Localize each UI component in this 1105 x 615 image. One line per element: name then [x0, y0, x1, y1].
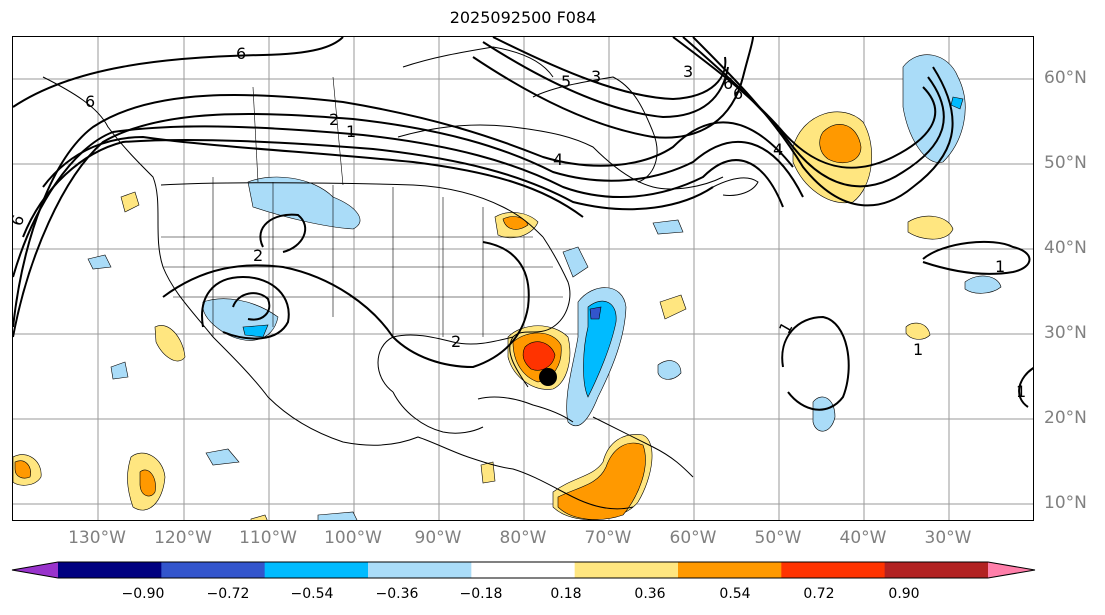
anomaly-greenland-core	[950, 96, 964, 110]
anomaly-gulf-stream-peak	[589, 306, 602, 320]
contour-label: 3	[591, 67, 601, 86]
colorbar-tick: 0.36	[634, 586, 666, 602]
lon-label: 50°W	[754, 528, 802, 548]
colorbar-tick: 0.18	[550, 586, 582, 602]
colorbar	[11, 561, 1036, 579]
contour-label: 2	[253, 246, 263, 265]
contour-label: 6	[13, 212, 28, 228]
anomaly-pacific-small	[120, 191, 140, 213]
colorbar-tick: −0.54	[290, 586, 334, 602]
anomaly-azores-south	[905, 322, 931, 340]
colorbar-segment	[574, 562, 679, 578]
contour-label: 3	[683, 62, 693, 81]
lon-label: 80°W	[499, 528, 547, 548]
anomaly-ne-blue	[562, 246, 589, 278]
lon-label: 100°W	[324, 528, 382, 548]
anomaly-mid-atlantic	[659, 294, 687, 320]
lat-label: 20°N	[1044, 408, 1087, 428]
anomaly-southwest-core	[242, 324, 269, 338]
height-contours	[13, 37, 1033, 411]
lat-label: 50°N	[1044, 153, 1087, 173]
colorbar-tick: 0.54	[719, 586, 751, 602]
storm-position-marker	[539, 368, 557, 386]
lon-label: 130°W	[68, 528, 126, 548]
lon-label: 70°W	[584, 528, 632, 548]
colorbar-segment	[58, 562, 162, 578]
colorbar-tick: −0.18	[459, 586, 503, 602]
lon-label: 30°W	[924, 528, 972, 548]
contour-label: 2	[329, 110, 339, 129]
anomaly-pacific-west	[154, 325, 186, 362]
contour-label: 1	[913, 340, 923, 359]
anomaly-cuba-yellow	[480, 461, 496, 484]
map-plot: 6 6 2 2 1 5 3 4 3 6 6 4 6 2 1 1 1 1	[13, 37, 1033, 520]
anomaly-pacific-blue	[87, 254, 112, 270]
lat-label: 30°N	[1044, 323, 1087, 343]
anomaly-atlantic-blue	[964, 275, 1002, 294]
lat-label: 40°N	[1044, 238, 1087, 258]
anomaly-west-pacific-core	[14, 460, 31, 479]
lon-label: 120°W	[154, 528, 212, 548]
contour-label: 6	[733, 84, 743, 103]
anomaly-baja-blue	[110, 361, 129, 380]
anomaly-east-atlantic-core	[819, 124, 862, 163]
state-borders	[161, 76, 563, 337]
contour-label: 2	[451, 332, 461, 351]
coastlines	[42, 46, 759, 510]
contour-label: 6	[85, 92, 95, 111]
colorbar-segment	[471, 562, 576, 578]
colorbar-tick: −0.72	[206, 586, 250, 602]
anomaly-south-blue	[317, 511, 358, 520]
colorbar-extend-min	[12, 562, 58, 578]
lon-label: 90°W	[414, 528, 462, 548]
contour-label: 1	[995, 257, 1005, 276]
colorbar-tick: 0.90	[888, 586, 920, 602]
anomaly-sea-blue	[812, 396, 836, 432]
contour-label: 1	[1016, 382, 1026, 401]
anomaly-bermuda	[657, 360, 682, 380]
contour-label: 1	[346, 122, 356, 141]
colorbar-segment	[368, 562, 472, 578]
contour-label: 6	[236, 44, 246, 63]
lon-label: 110°W	[239, 528, 297, 548]
colorbar-extend-max	[988, 562, 1035, 578]
contour-label: 5	[561, 72, 571, 91]
colorbar-segment	[884, 562, 989, 578]
contour-label: 4	[553, 150, 563, 169]
shaded-anomalies	[13, 54, 1002, 520]
colorbar-tick: −0.36	[375, 586, 419, 602]
anomaly-cuba-blue	[205, 448, 240, 466]
lon-label: 60°W	[669, 528, 717, 548]
gridlines	[13, 37, 1033, 520]
lon-label: 40°W	[839, 528, 887, 548]
lat-label: 60°N	[1044, 68, 1087, 88]
anomaly-bottom-yellow	[250, 514, 268, 520]
anomaly-azores	[907, 215, 954, 240]
anomaly-florida-peak	[522, 341, 556, 371]
anomaly-plains	[247, 176, 361, 230]
anomaly-great-lakes-core	[502, 216, 529, 230]
map-title: 2025092500 F084	[449, 8, 597, 27]
map-panel: 6 6 2 2 1 5 3 4 3 6 6 4 6 2 1 1 1 1	[12, 36, 1034, 521]
colorbar-tick: −0.90	[121, 586, 165, 602]
colorbar-segment	[678, 562, 782, 578]
contour-label: 6	[723, 74, 733, 93]
anomaly-gulf-stream-core	[583, 300, 617, 398]
anomaly-gulf-blue	[652, 219, 684, 235]
anomaly-east-pacific-core	[139, 469, 156, 497]
colorbar-segment	[781, 562, 886, 578]
lat-label: 10°N	[1044, 493, 1087, 513]
colorbar-segment	[161, 562, 266, 578]
colorbar-tick: 0.72	[803, 586, 835, 602]
colorbar-segment	[264, 562, 369, 578]
contour-label: 4	[773, 140, 783, 159]
